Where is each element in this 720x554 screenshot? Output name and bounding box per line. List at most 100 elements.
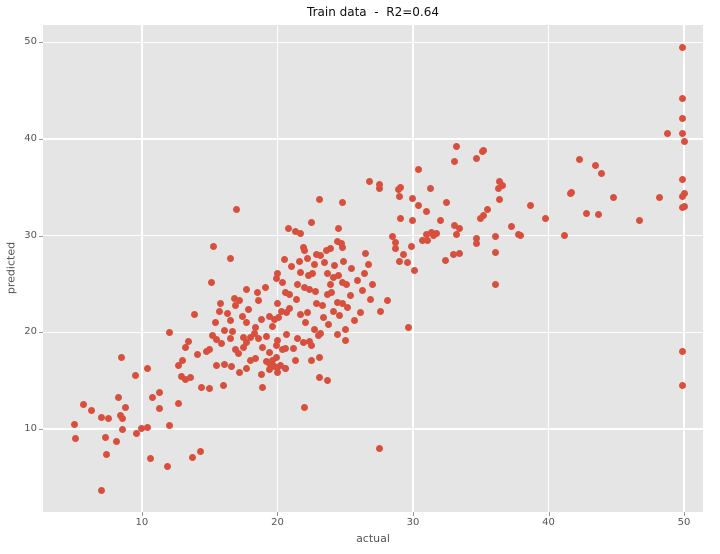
scatter-point (592, 161, 600, 169)
scatter-point (271, 362, 279, 370)
scatter-point (138, 425, 146, 433)
scatter-point (492, 233, 500, 241)
scatter-point (231, 301, 239, 309)
gridline-vertical (141, 25, 143, 512)
scatter-point (315, 196, 323, 204)
scatter-point (146, 455, 154, 463)
scatter-point (175, 400, 183, 408)
scatter-point (409, 216, 417, 224)
scatter-point (542, 214, 550, 222)
scatter-point (208, 331, 216, 339)
scatter-point (391, 244, 399, 252)
scatter-point (273, 269, 281, 277)
scatter-point (273, 336, 281, 344)
scatter-point (337, 239, 345, 247)
scatter-point (294, 334, 302, 342)
scatter-point (664, 129, 672, 137)
scatter-point (508, 223, 516, 231)
scatter-point (275, 314, 283, 322)
scatter-point (236, 369, 243, 377)
scatter-point (156, 388, 164, 396)
scatter-point (324, 269, 332, 277)
scatter-point (329, 307, 337, 315)
scatter-point (226, 317, 234, 325)
scatter-point (252, 354, 260, 362)
scatter-point (143, 424, 151, 432)
scatter-point (328, 289, 336, 297)
scatter-point (326, 281, 334, 289)
scatter-point (242, 286, 250, 294)
scatter-point (271, 316, 279, 324)
scatter-point (356, 309, 364, 317)
scatter-point (212, 335, 220, 343)
scatter-point (307, 356, 315, 364)
scatter-point (473, 235, 481, 243)
scatter-point (679, 176, 687, 184)
scatter-point (302, 319, 310, 327)
scatter-point (679, 94, 687, 102)
scatter-point (283, 309, 291, 317)
chart-title: Train data - R2=0.64 (307, 5, 439, 19)
scatter-point (360, 269, 368, 277)
scatter-point (252, 323, 260, 331)
scatter-point (188, 454, 196, 462)
scatter-point (432, 230, 440, 238)
scatter-point (118, 353, 126, 361)
scatter-point (284, 225, 292, 233)
scatter-point (265, 366, 273, 374)
scatter-point (351, 317, 359, 325)
scatter-point (333, 330, 341, 338)
scatter-point (395, 193, 403, 201)
scatter-point (443, 199, 451, 207)
scatter-point (80, 401, 88, 409)
scatter-point (318, 301, 326, 309)
scatter-point (219, 381, 227, 389)
scatter-point (410, 266, 418, 274)
scatter-point (286, 291, 294, 299)
scatter-point (680, 138, 688, 146)
scatter-point (306, 338, 314, 346)
x-tick-label: 40 (542, 517, 555, 528)
scatter-point (294, 281, 302, 289)
scatter-point (414, 202, 422, 210)
scatter-point (212, 361, 220, 369)
scatter-point (635, 216, 643, 224)
scatter-point (317, 329, 325, 337)
scatter-point (257, 316, 265, 324)
scatter-point (568, 188, 576, 196)
scatter-point (250, 329, 258, 337)
scatter-point (291, 356, 299, 364)
y-tick-label: 50 (24, 36, 37, 48)
scatter-point (253, 289, 261, 297)
scatter-point (389, 233, 397, 241)
scatter-point (296, 230, 304, 238)
scatter-point (291, 228, 299, 236)
scatter-point (164, 463, 172, 471)
scatter-point (515, 231, 523, 239)
scatter-point (339, 299, 346, 307)
y-tick-mark (39, 235, 43, 237)
scatter-point (313, 250, 321, 258)
scatter-point (423, 231, 431, 239)
scatter-point (397, 214, 405, 222)
scatter-point (246, 333, 254, 341)
scatter-point (272, 353, 280, 361)
scatter-point (341, 336, 349, 344)
scatter-point (391, 238, 399, 246)
y-axis-label: predicted (4, 241, 18, 295)
scatter-point (246, 356, 254, 364)
gridline-vertical (683, 25, 685, 512)
scatter-point (307, 342, 315, 350)
plot-area (43, 25, 703, 512)
scatter-point (273, 299, 281, 307)
scatter-point (278, 308, 286, 316)
scatter-point (455, 249, 463, 257)
scatter-point (336, 312, 344, 320)
scatter-point (679, 129, 687, 137)
scatter-point (301, 404, 309, 412)
scatter-point (265, 313, 273, 321)
scatter-point (442, 257, 449, 265)
scatter-point (218, 340, 226, 348)
scatter-point (418, 236, 426, 244)
